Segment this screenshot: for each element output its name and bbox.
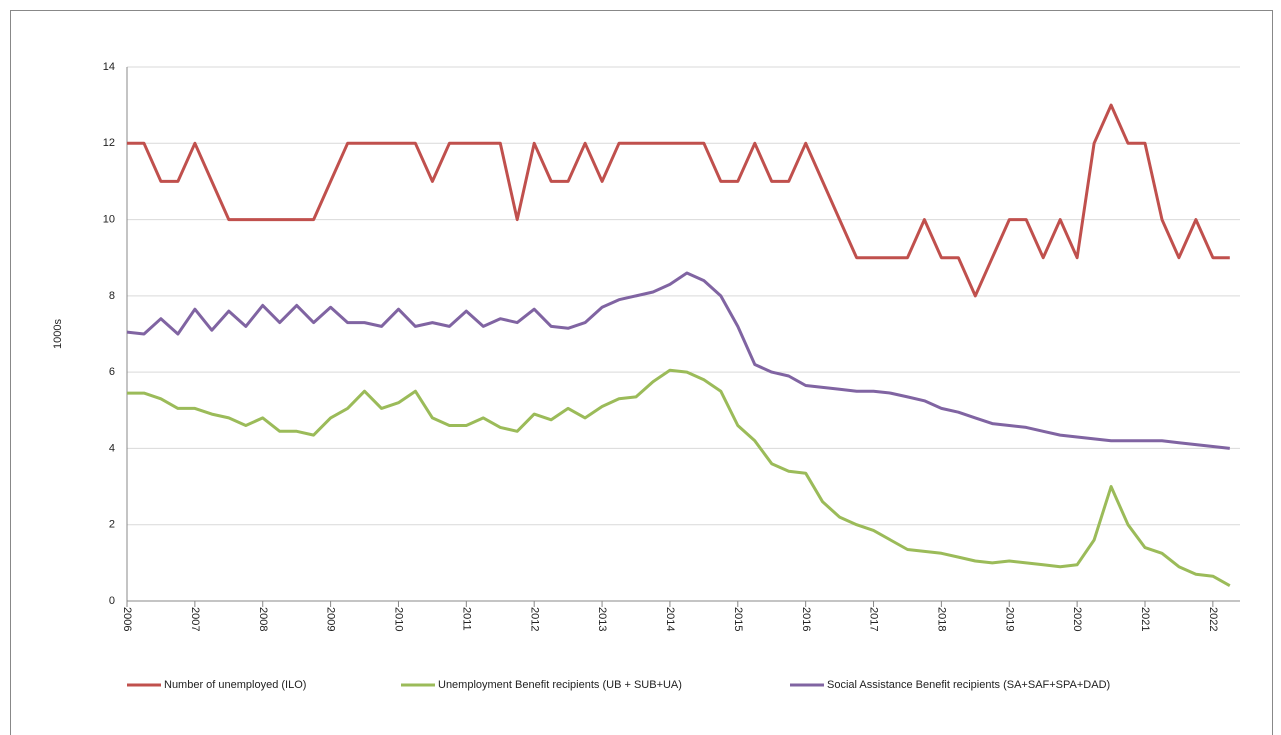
x-tick-label: 2020 — [1071, 607, 1083, 631]
data-line — [126, 271, 1230, 450]
x-tick-label: 2014 — [664, 607, 676, 631]
y-tick-label: 0 — [109, 595, 115, 607]
x-tick-label: 2010 — [393, 607, 405, 631]
y-tick-label: 10 — [103, 213, 115, 225]
x-tick-label: 2017 — [868, 607, 880, 631]
x-tick-label: 2016 — [800, 607, 812, 631]
x-tick-label: 2011 — [460, 607, 472, 631]
x-tick-label: 2022 — [1207, 607, 1219, 631]
legend-label: Unemployment Benefit recipients (UB + SU… — [438, 679, 682, 691]
y-tick-label: 14 — [103, 61, 115, 73]
y-tick-label: 4 — [109, 442, 115, 454]
y-tick-label: 8 — [109, 290, 115, 302]
y-tick-label: 12 — [103, 137, 115, 149]
x-tick-label: 2012 — [528, 607, 540, 631]
y-axis-label: 1000s — [52, 319, 64, 349]
chart-border — [10, 10, 1273, 735]
x-tick-label: 2008 — [257, 607, 269, 631]
x-tick-label: 2021 — [1139, 607, 1151, 631]
x-tick-label: 2013 — [596, 607, 608, 631]
x-tick-label: 2006 — [121, 607, 133, 631]
data-line — [127, 368, 1231, 588]
legend-label: Social Assistance Benefit recipients (SA… — [827, 679, 1110, 691]
x-tick-label: 2015 — [732, 607, 744, 631]
y-tick-label: 2 — [109, 519, 115, 531]
y-tick-label: 6 — [109, 366, 115, 378]
x-tick-label: 2019 — [1003, 607, 1015, 631]
legend-label: Number of unemployed (ILO) — [164, 679, 306, 691]
data-line — [127, 103, 1230, 298]
x-tick-label: 2007 — [189, 607, 201, 631]
x-tick-label: 2009 — [325, 607, 337, 631]
x-tick-label: 2018 — [935, 607, 947, 631]
